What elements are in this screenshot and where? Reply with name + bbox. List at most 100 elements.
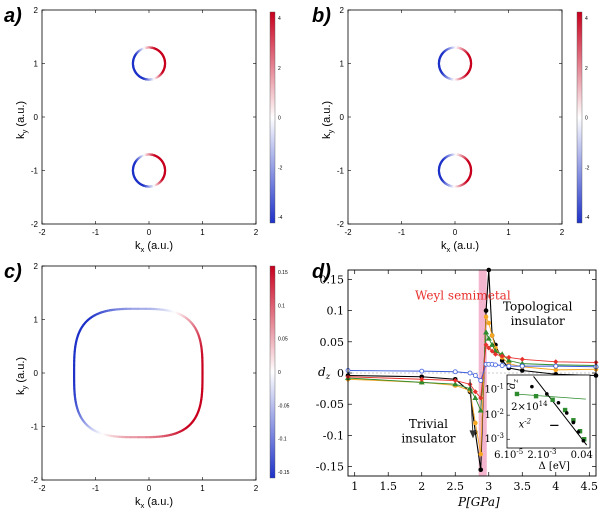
data-point-green: [485, 335, 492, 341]
xtick-label: -2: [38, 228, 46, 237]
xtick-label: 2.5: [446, 480, 464, 493]
ytick-label: -2: [31, 220, 39, 229]
inset-point-green: [514, 391, 520, 397]
ytick-label: -0.15: [316, 461, 344, 474]
annotation-topological: Topological: [503, 300, 573, 314]
data-point-red: [472, 389, 478, 395]
inset-xtick-label: 2.10-3​: [527, 448, 556, 461]
ytick-label: -1: [31, 167, 39, 176]
data-point-green: [489, 341, 496, 347]
x-axis-label: kx​ (a.u.): [135, 496, 173, 510]
colorbar-tick-label: -2: [278, 165, 283, 171]
data-point-red: [553, 359, 559, 365]
ytick-label: 2: [340, 6, 345, 15]
xtick-label: 2: [560, 228, 565, 237]
data-point-green: [483, 329, 490, 335]
data-point-red: [499, 353, 505, 359]
panel-label-b: b): [312, 5, 331, 27]
panel-b: b) -2 -1 0 1 2 -2 -1 0 1 2 kx​ (a.u.) ky​ (a.u.) 4 2 0 -…: [312, 5, 590, 254]
xtick-label: -2: [344, 228, 352, 237]
inset-point-green: [550, 397, 555, 403]
data-point-blue: [452, 369, 458, 375]
colorbar-tick-label: 0: [278, 370, 281, 376]
panel-label-d: d): [312, 261, 331, 283]
data-point-green: [492, 348, 499, 354]
xtick-label: 1: [351, 480, 358, 493]
data-point-blue: [478, 378, 484, 383]
xtick-label: 4.5: [581, 480, 599, 493]
xtick-label: -1: [92, 484, 100, 493]
colorbar-tick-label: 4: [585, 16, 588, 22]
inset-point-green: [577, 429, 583, 434]
xtick-label: 1: [200, 484, 205, 493]
ytick-label: 1: [34, 60, 39, 69]
arrow-head-icon: [469, 430, 477, 439]
inset-point-green: [533, 393, 539, 399]
data-point-blue: [553, 363, 559, 369]
colorbar-tick-label: 0.1: [278, 303, 285, 309]
inset-y-axis-label: dz​: [507, 379, 520, 389]
axes-frame-a: [41, 9, 257, 225]
data-point-green: [505, 357, 512, 363]
xtick-label: 2: [254, 228, 259, 237]
xtick-label: 0: [147, 228, 152, 237]
data-point-blue: [493, 362, 498, 368]
ytick-label: -2: [31, 476, 39, 485]
ytick-label: 0: [34, 369, 39, 378]
inset-xtick-label: 0.04: [571, 450, 593, 461]
inset-point-black: [545, 392, 549, 396]
ytick-label: 2: [34, 262, 39, 271]
y-axis-label: ky​ (a.u.): [15, 357, 29, 395]
data-point-orange: [478, 451, 484, 457]
inset-point-green: [571, 418, 576, 423]
data-point-red: [486, 345, 492, 351]
xtick-label: 4: [552, 480, 559, 493]
colorbar-tick-label: -2: [585, 165, 590, 171]
inset-point-black: [576, 430, 581, 434]
xtick-label: 1: [506, 228, 511, 237]
inset-x-axis-label: Δ [eV]: [539, 461, 570, 472]
data-point-green: [472, 394, 479, 400]
ytick-label: -2: [337, 220, 345, 229]
x-axis-label: P[GPa]: [457, 495, 500, 509]
data-point-blue: [519, 363, 525, 369]
xtick-label: 0: [453, 228, 458, 237]
annotation-weyl-semimetal: Weyl semimetal: [415, 288, 511, 302]
colorbar-tick-label: 2: [585, 66, 588, 72]
data-point-black: [483, 308, 489, 313]
data-point-orange: [489, 333, 495, 338]
data-point-orange: [553, 367, 559, 373]
data-point-black: [478, 467, 484, 473]
xtick-label: 2: [254, 484, 259, 493]
data-point-blue: [472, 373, 478, 378]
inset-xtick-label: 6.10-5​: [494, 448, 523, 461]
ytick-label: 0.15: [320, 273, 345, 286]
xtick-label: -1: [398, 228, 406, 237]
colorbar-tick-label: 2: [278, 66, 281, 72]
xtick-label: -2: [38, 484, 46, 493]
inset-ytick-label: 10-3​: [484, 432, 504, 445]
colorbar-tick-label: -0.05: [278, 403, 290, 409]
ytick-label: 2: [34, 6, 39, 15]
annotation-trivial-insulator: insulator: [401, 431, 455, 445]
colorbar-c: [269, 265, 276, 479]
x-axis-label: kx​ (a.u.): [135, 240, 173, 254]
ytick-label: 0: [34, 113, 39, 122]
colorbar-tick-label: 0: [278, 116, 281, 122]
inset-point-black: [556, 400, 561, 405]
inset-ytick-label: 10-2​: [484, 408, 504, 421]
y-axis-label: ky​ (a.u.): [15, 101, 29, 139]
inset-point-black: [564, 411, 569, 415]
inset-point-black: [581, 438, 586, 443]
panel-c: c) -2 -1 0 1 2 -2 -1 0 1 2 kx​ (a.u.) ky​ (a.u.) 0.15…: [4, 261, 290, 510]
data-point-red: [519, 356, 525, 362]
data-point-green: [452, 381, 459, 387]
data-point-red: [492, 351, 498, 357]
colorbar-b: [576, 11, 583, 224]
data-point-blue: [419, 368, 425, 374]
annotation-insulator: insulator: [511, 314, 565, 328]
data-point-green: [477, 407, 484, 413]
inset-point-black: [530, 384, 534, 389]
data-point-blue: [499, 363, 505, 368]
